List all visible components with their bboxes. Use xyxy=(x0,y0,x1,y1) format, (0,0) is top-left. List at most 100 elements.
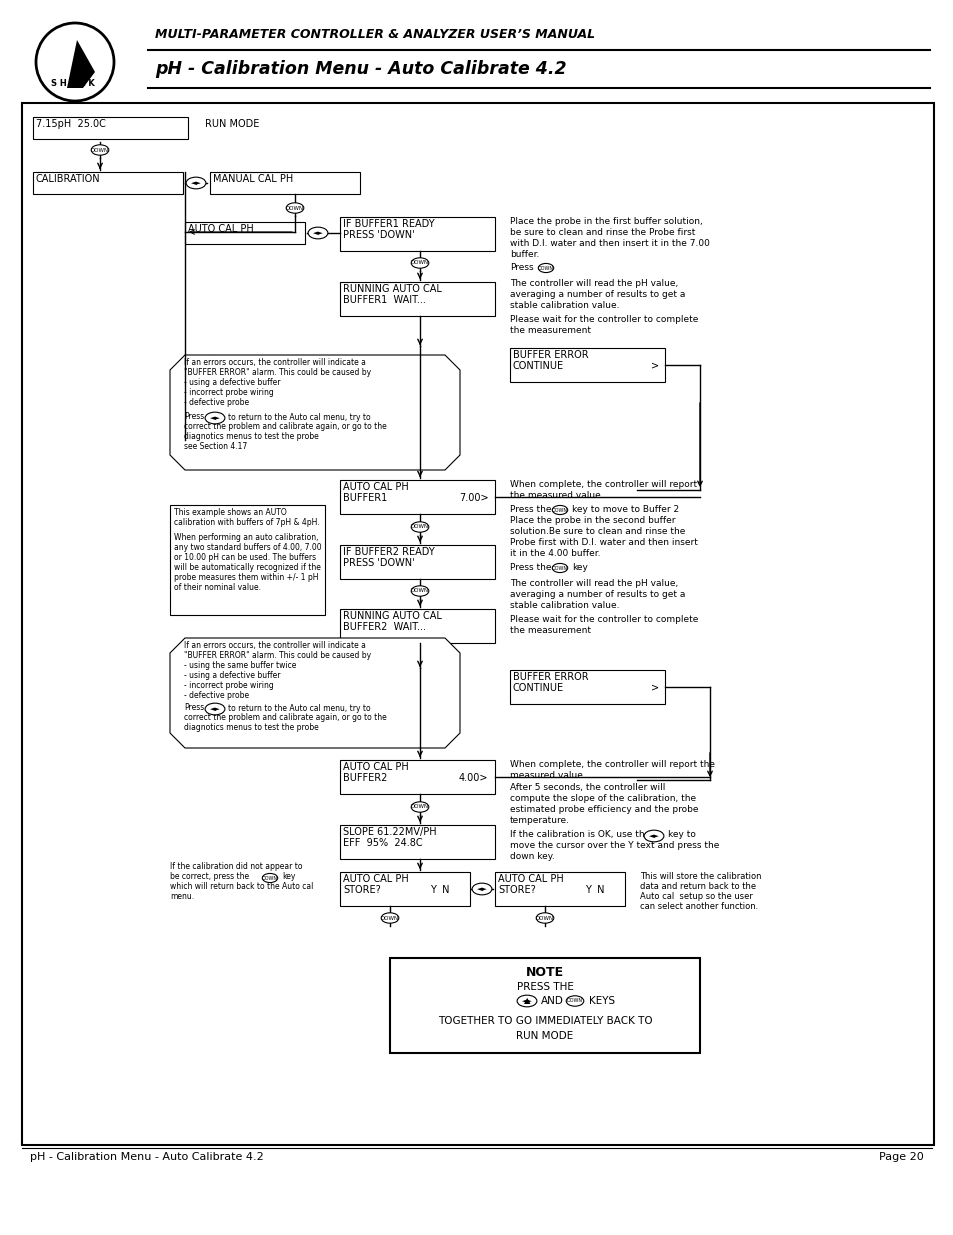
Text: can select another function.: can select another function. xyxy=(639,902,758,911)
Polygon shape xyxy=(170,638,459,748)
Text: This example shows an AUTO: This example shows an AUTO xyxy=(173,508,287,517)
Text: >: > xyxy=(650,361,659,370)
Ellipse shape xyxy=(566,995,583,1007)
Ellipse shape xyxy=(308,227,328,238)
Text: If an errors occurs, the controller will indicate a: If an errors occurs, the controller will… xyxy=(184,641,366,650)
Text: 7.00>: 7.00> xyxy=(458,493,488,503)
Text: If an errors occurs, the controller will indicate a: If an errors occurs, the controller will… xyxy=(184,358,366,367)
Text: If the calibration is OK, use the: If the calibration is OK, use the xyxy=(510,830,650,839)
Text: DOWN: DOWN xyxy=(91,147,109,152)
Text: DOWN: DOWN xyxy=(411,804,429,809)
Bar xyxy=(170,505,325,615)
Polygon shape xyxy=(170,354,459,471)
Bar xyxy=(339,217,495,251)
Text: 7.15pH  25.0C: 7.15pH 25.0C xyxy=(36,119,106,128)
Text: The controller will read the pH value,: The controller will read the pH value, xyxy=(510,579,678,588)
Text: see Section 4.17: see Section 4.17 xyxy=(184,442,247,451)
Text: Place the probe in the first buffer solution,: Place the probe in the first buffer solu… xyxy=(510,217,702,226)
Ellipse shape xyxy=(537,263,553,273)
Text: correct the problem and calibrate again, or go to the: correct the problem and calibrate again,… xyxy=(184,713,386,722)
Ellipse shape xyxy=(205,703,225,715)
Text: RUNNING AUTO CAL: RUNNING AUTO CAL xyxy=(343,611,441,621)
Text: NOTE: NOTE xyxy=(525,966,563,979)
Text: Please wait for the controller to complete: Please wait for the controller to comple… xyxy=(510,315,698,324)
Text: Please wait for the controller to complete: Please wait for the controller to comple… xyxy=(510,615,698,624)
Text: DOWN: DOWN xyxy=(566,999,582,1004)
Text: AUTO CAL PH: AUTO CAL PH xyxy=(497,874,563,884)
Text: solution.Be sure to clean and rinse the: solution.Be sure to clean and rinse the xyxy=(510,527,684,536)
Bar xyxy=(339,545,495,579)
Text: The controller will read the pH value,: The controller will read the pH value, xyxy=(510,279,678,288)
Text: or 10.00 pH can be used. The buffers: or 10.00 pH can be used. The buffers xyxy=(173,553,315,562)
Text: - defective probe: - defective probe xyxy=(184,692,249,700)
Text: MANUAL CAL PH: MANUAL CAL PH xyxy=(213,174,293,184)
Text: down key.: down key. xyxy=(510,852,554,861)
Text: measured value: measured value xyxy=(510,771,582,781)
Text: DOWN: DOWN xyxy=(411,589,429,594)
Text: DOWN: DOWN xyxy=(537,266,554,270)
Text: DOWN: DOWN xyxy=(286,205,304,210)
Bar xyxy=(339,872,470,906)
Text: ◄►: ◄► xyxy=(476,885,487,892)
Bar xyxy=(495,872,624,906)
Bar xyxy=(339,609,495,643)
Ellipse shape xyxy=(286,203,303,214)
Text: RUNNING AUTO CAL: RUNNING AUTO CAL xyxy=(343,284,441,294)
Text: Probe first with D.I. water and then insert: Probe first with D.I. water and then ins… xyxy=(510,538,698,547)
Text: the measurement: the measurement xyxy=(510,326,590,335)
Text: CONTINUE: CONTINUE xyxy=(513,361,563,370)
Text: PRESS 'DOWN': PRESS 'DOWN' xyxy=(343,558,415,568)
Bar xyxy=(510,671,664,704)
Text: menu.: menu. xyxy=(170,892,193,902)
Text: diagnotics menus to test the probe: diagnotics menus to test the probe xyxy=(184,432,318,441)
Text: Place the probe in the second buffer: Place the probe in the second buffer xyxy=(510,516,675,525)
Text: BUFFER ERROR: BUFFER ERROR xyxy=(513,350,588,359)
Text: ◄►: ◄► xyxy=(521,998,532,1004)
Text: Press: Press xyxy=(184,703,204,713)
Text: to return to the Auto cal menu, try to: to return to the Auto cal menu, try to xyxy=(228,412,370,422)
Bar xyxy=(210,172,359,194)
Text: ◄►: ◄► xyxy=(210,415,220,421)
Ellipse shape xyxy=(517,995,537,1007)
Ellipse shape xyxy=(36,23,113,101)
Text: BUFFER2: BUFFER2 xyxy=(343,773,387,783)
Text: EFF  95%  24.8C: EFF 95% 24.8C xyxy=(343,839,422,848)
Text: SLOPE 61.22MV/PH: SLOPE 61.22MV/PH xyxy=(343,827,436,837)
Text: DOWN: DOWN xyxy=(411,525,429,530)
Bar xyxy=(33,172,183,194)
Text: compute the slope of the calibration, the: compute the slope of the calibration, th… xyxy=(510,794,696,803)
Text: key: key xyxy=(282,872,295,881)
Text: the measured value: the measured value xyxy=(510,492,600,500)
Text: Press: Press xyxy=(184,412,204,421)
Text: STORE?: STORE? xyxy=(497,885,536,895)
Text: be sure to clean and rinse the Probe first: be sure to clean and rinse the Probe fir… xyxy=(510,228,695,237)
Text: stable calibration value.: stable calibration value. xyxy=(510,301,618,310)
Text: key to: key to xyxy=(667,830,695,839)
Text: ◄►: ◄► xyxy=(210,706,220,713)
Ellipse shape xyxy=(91,144,109,156)
Text: key to move to Buffer 2: key to move to Buffer 2 xyxy=(572,505,679,514)
Text: to return to the Auto cal menu, try to: to return to the Auto cal menu, try to xyxy=(228,704,370,713)
Text: >: > xyxy=(650,683,659,693)
Text: When complete, the controller will report: When complete, the controller will repor… xyxy=(510,480,697,489)
Bar xyxy=(339,282,495,316)
Bar xyxy=(510,348,664,382)
Text: AUTO CAL PH: AUTO CAL PH xyxy=(343,482,408,492)
Text: 4.00>: 4.00> xyxy=(458,773,488,783)
Text: Y  N: Y N xyxy=(430,885,449,895)
Text: Y  N: Y N xyxy=(584,885,604,895)
Text: "BUFFER ERROR" alarm. This could be caused by: "BUFFER ERROR" alarm. This could be caus… xyxy=(184,368,371,377)
Text: BUFFER ERROR: BUFFER ERROR xyxy=(513,672,588,682)
Text: This will store the calibration: This will store the calibration xyxy=(639,872,760,881)
Ellipse shape xyxy=(186,177,206,189)
Text: DOWN: DOWN xyxy=(262,876,277,881)
Text: it in the 4.00 buffer.: it in the 4.00 buffer. xyxy=(510,550,599,558)
Text: BUFFER1  WAIT...: BUFFER1 WAIT... xyxy=(343,295,425,305)
Text: calibration with buffers of 7pH & 4pH.: calibration with buffers of 7pH & 4pH. xyxy=(173,517,319,527)
Text: PRESS THE: PRESS THE xyxy=(516,982,573,992)
Text: RUN MODE: RUN MODE xyxy=(516,1031,573,1041)
Text: If the calibration did not appear to: If the calibration did not appear to xyxy=(170,862,302,871)
Text: Press the: Press the xyxy=(510,563,551,572)
Ellipse shape xyxy=(411,258,428,268)
Ellipse shape xyxy=(205,412,225,424)
